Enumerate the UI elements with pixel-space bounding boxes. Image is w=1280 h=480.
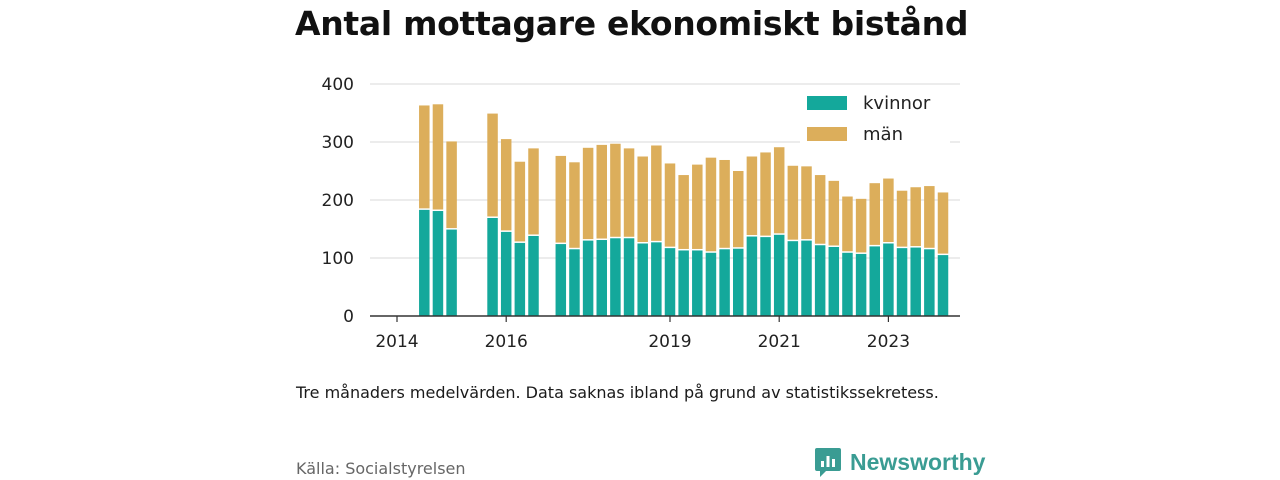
bar-man bbox=[582, 147, 594, 240]
bar-man bbox=[760, 152, 771, 236]
x-tick-label: 2019 bbox=[648, 332, 691, 352]
bar-man bbox=[555, 155, 567, 243]
bar-kvinnor bbox=[555, 244, 567, 316]
bar-man bbox=[773, 147, 785, 234]
bar-man bbox=[787, 165, 799, 240]
bar-kvinnor bbox=[569, 249, 580, 316]
legend: kvinnor män bbox=[800, 90, 950, 145]
bar-chart: 0 100 200 300 400 2014 2016 2019 2021 2023 kvinn… bbox=[322, 75, 960, 352]
bar-man bbox=[746, 156, 758, 236]
bar-man bbox=[419, 105, 430, 209]
bar-kvinnor bbox=[432, 211, 444, 316]
bar-kvinnor bbox=[801, 240, 812, 316]
bar-man bbox=[855, 198, 867, 253]
bar-kvinnor bbox=[828, 246, 840, 316]
bar-man bbox=[937, 192, 949, 254]
bar-kvinnor bbox=[787, 241, 799, 316]
bar-kvinnor bbox=[746, 236, 758, 316]
chart-title: Antal mottagare ekonomiskt bistånd bbox=[295, 4, 969, 43]
bar-kvinnor bbox=[719, 249, 730, 316]
bar-kvinnor bbox=[869, 246, 880, 316]
bar-man bbox=[883, 178, 894, 242]
bar-man bbox=[664, 163, 676, 247]
bar-kvinnor bbox=[487, 217, 498, 316]
bar-kvinnor bbox=[773, 234, 785, 316]
bar-man bbox=[896, 190, 908, 247]
bar-man bbox=[637, 156, 648, 242]
bar-kvinnor bbox=[623, 238, 635, 316]
bar-kvinnor bbox=[883, 243, 894, 316]
bar-man bbox=[446, 141, 457, 229]
x-axis-ticks: 2014 2016 2019 2021 2023 bbox=[375, 316, 910, 352]
bar-kvinnor bbox=[924, 249, 935, 316]
newsworthy-logo[interactable]: Newsworthy bbox=[814, 446, 985, 478]
newsworthy-logo-icon bbox=[815, 448, 841, 477]
legend-swatch-man bbox=[807, 127, 847, 141]
bar-kvinnor bbox=[610, 238, 621, 316]
bar-kvinnor bbox=[664, 248, 676, 316]
bar-kvinnor bbox=[692, 250, 703, 316]
bar-kvinnor bbox=[596, 240, 607, 316]
y-tick-label: 0 bbox=[343, 307, 354, 327]
bar-man bbox=[869, 183, 880, 245]
bar-kvinnor bbox=[651, 242, 662, 316]
bar-man bbox=[692, 164, 703, 249]
bar-kvinnor bbox=[528, 235, 539, 316]
bars bbox=[419, 104, 949, 316]
bar-man bbox=[828, 180, 840, 246]
bar-man bbox=[610, 143, 621, 237]
y-axis-ticks: 0 100 200 300 400 bbox=[322, 75, 354, 327]
x-tick-label: 2016 bbox=[485, 332, 528, 352]
y-tick-label: 300 bbox=[322, 133, 354, 153]
bar-man bbox=[651, 145, 662, 241]
bar-kvinnor bbox=[678, 250, 689, 316]
bar-kvinnor bbox=[446, 229, 457, 316]
bar-kvinnor bbox=[500, 231, 512, 316]
bar-man bbox=[623, 148, 635, 237]
bar-kvinnor bbox=[855, 253, 867, 316]
bar-man bbox=[910, 187, 921, 247]
bar-kvinnor bbox=[419, 209, 430, 316]
bar-man bbox=[733, 171, 744, 248]
bar-man bbox=[528, 148, 539, 235]
y-tick-label: 200 bbox=[322, 191, 354, 211]
y-tick-label: 400 bbox=[322, 75, 354, 95]
bar-man bbox=[432, 104, 444, 210]
bar-kvinnor bbox=[814, 245, 826, 316]
bar-kvinnor bbox=[842, 252, 853, 316]
bar-kvinnor bbox=[910, 247, 921, 316]
bar-kvinnor bbox=[637, 243, 648, 316]
bar-man bbox=[596, 144, 607, 239]
bar-man bbox=[814, 175, 826, 244]
x-tick-label: 2014 bbox=[375, 332, 418, 352]
brand-name: Newsworthy bbox=[850, 448, 986, 475]
bar-man bbox=[500, 139, 512, 231]
bar-man bbox=[842, 196, 853, 252]
bar-man bbox=[801, 166, 812, 240]
x-tick-label: 2021 bbox=[758, 332, 801, 352]
source-note: Källa: Socialstyrelsen bbox=[296, 459, 466, 478]
bar-man bbox=[487, 113, 498, 217]
bar-kvinnor bbox=[760, 237, 771, 316]
bar-man bbox=[514, 161, 526, 242]
legend-label-kvinnor: kvinnor bbox=[863, 93, 931, 114]
bar-man bbox=[569, 162, 580, 248]
legend-label-man: män bbox=[863, 124, 903, 145]
bar-kvinnor bbox=[705, 252, 717, 316]
bar-man bbox=[719, 159, 730, 248]
bar-kvinnor bbox=[937, 255, 949, 316]
bar-kvinnor bbox=[733, 248, 744, 316]
chart-caption: Tre månaders medelvärden. Data saknas ib… bbox=[296, 383, 939, 402]
bar-man bbox=[678, 175, 689, 249]
bar-man bbox=[705, 157, 717, 252]
bar-kvinnor bbox=[896, 248, 908, 316]
bar-man bbox=[924, 186, 935, 248]
y-tick-label: 100 bbox=[322, 249, 354, 269]
bar-kvinnor bbox=[582, 240, 594, 316]
x-tick-label: 2023 bbox=[867, 332, 910, 352]
legend-swatch-kvinnor bbox=[807, 96, 847, 110]
bar-kvinnor bbox=[514, 242, 526, 316]
